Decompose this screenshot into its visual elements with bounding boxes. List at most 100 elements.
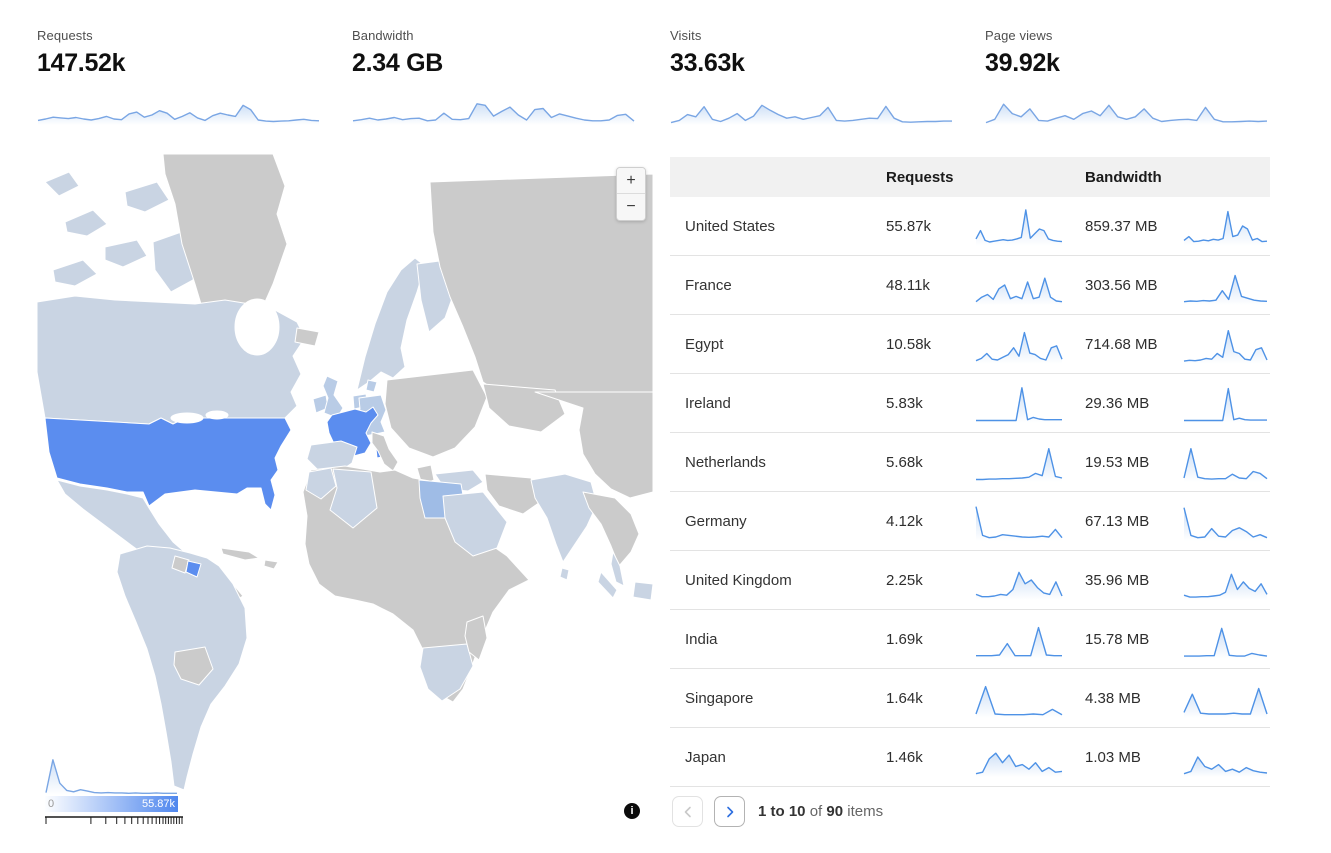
bandwidth-value-cell: 15.78 MB (1085, 630, 1150, 648)
country-cell: Japan (685, 748, 726, 766)
bandwidth-value-cell: 19.53 MB (1085, 453, 1150, 471)
country-cell: Egypt (685, 335, 724, 353)
table-row: India 1.69k 15.78 MB (670, 610, 1270, 669)
bandwidth-value-cell: 29.36 MB (1085, 394, 1150, 412)
choropleth-map[interactable] (35, 152, 655, 802)
map-region-sumatra[interactable] (597, 571, 618, 599)
map-region-hispaniola[interactable] (263, 559, 279, 570)
map-region-borneo[interactable] (632, 581, 654, 601)
legend-gradient-bar[interactable]: 0 55.87k (45, 796, 178, 812)
table-row: Netherlands 5.68k 19.53 MB (670, 433, 1270, 492)
metric-card-visits: Visits 33.63k (670, 28, 953, 126)
zoom-in-button[interactable]: + (617, 168, 645, 194)
table-row: Ireland 5.83k 29.36 MB (670, 374, 1270, 433)
country-cell: United Kingdom (685, 571, 792, 589)
chevron-left-icon (682, 806, 694, 818)
bandwidth-sparkline (352, 86, 635, 126)
metric-card-pageviews: Page views 39.92k (985, 28, 1268, 126)
requests-value-cell: 10.58k (886, 335, 932, 353)
next-page-button[interactable] (714, 796, 745, 827)
country-cell: United States (685, 217, 776, 235)
map-region-madagascar[interactable] (464, 615, 488, 661)
bandwidth-value-cell: 67.13 MB (1085, 512, 1150, 530)
map-legend: 0 55.87k (45, 756, 185, 824)
bandwidth-value-cell: 859.37 MB (1085, 217, 1158, 235)
bandwidth-row-sparkline (1183, 263, 1270, 307)
map-region-southern-africa[interactable] (419, 643, 474, 702)
map-region-kazakhstan[interactable] (482, 383, 566, 433)
great-lakes (170, 412, 204, 424)
bandwidth-row-sparkline (1183, 558, 1270, 602)
legend-tick-axis (45, 812, 185, 824)
table-row: United Kingdom 2.25k 35.96 MB (670, 551, 1270, 610)
map-region-southeast-asia[interactable] (582, 491, 640, 567)
map-region-iran[interactable] (484, 473, 544, 515)
requests-value-cell: 4.12k (886, 512, 923, 530)
zoom-out-button[interactable]: − (617, 194, 645, 220)
header-requests: Requests (886, 168, 954, 186)
legend-histogram (45, 756, 185, 796)
metric-card-bandwidth: Bandwidth 2.34 GB (352, 28, 635, 126)
header-bandwidth: Bandwidth (1085, 168, 1162, 186)
table-row: United States 55.87k 859.37 MB (670, 197, 1270, 256)
map-region-china[interactable] (534, 391, 654, 499)
requests-value-cell: 48.11k (886, 276, 930, 294)
hudson-bay (234, 298, 280, 356)
country-cell: France (685, 276, 732, 294)
map-region-morocco[interactable] (305, 467, 337, 500)
table-row: Egypt 10.58k 714.68 MB (670, 315, 1270, 374)
metric-value: 2.34 GB (352, 49, 444, 77)
bandwidth-row-sparkline (1183, 381, 1270, 425)
black-sea (434, 453, 476, 471)
map-region-iceland[interactable] (294, 327, 320, 347)
map-region-french-guiana[interactable] (185, 560, 202, 578)
pageviews-sparkline (985, 86, 1268, 126)
pagination-total: 90 (826, 803, 844, 820)
table-body: United States 55.87k 859.37 MB France 48… (670, 197, 1270, 787)
map-region-sri-lanka[interactable] (559, 567, 570, 581)
bandwidth-value-cell: 4.38 MB (1085, 689, 1141, 707)
world-map[interactable]: + − 0 55.87k (35, 152, 655, 824)
metric-value: 39.92k (985, 49, 1060, 77)
pagination-items: items (847, 803, 884, 820)
requests-value-cell: 55.87k (886, 217, 932, 235)
countries-table: Requests Bandwidth United States 55.87k … (670, 157, 1270, 787)
map-region-norway-sweden[interactable] (356, 257, 426, 391)
requests-value-cell: 5.68k (886, 453, 923, 471)
requests-row-sparkline (975, 440, 1085, 484)
map-region-algeria[interactable] (329, 468, 378, 529)
country-cell: Germany (685, 512, 747, 530)
requests-value-cell: 1.69k (886, 630, 923, 648)
bandwidth-row-sparkline (1183, 617, 1270, 661)
bandwidth-row-sparkline (1183, 735, 1270, 779)
requests-row-sparkline (975, 558, 1085, 602)
great-lakes (205, 410, 229, 420)
map-zoom-control: + − (616, 167, 646, 221)
map-region-malay-peninsula[interactable] (610, 551, 625, 587)
map-region-cuba[interactable] (220, 547, 260, 561)
map-region-india[interactable] (530, 473, 598, 563)
requests-row-sparkline (975, 322, 1085, 366)
requests-row-sparkline (975, 617, 1085, 661)
country-cell: Singapore (685, 689, 754, 707)
map-region-denmark[interactable] (365, 379, 378, 393)
metric-label: Page views (985, 28, 1053, 43)
bandwidth-row-sparkline (1183, 204, 1270, 248)
bandwidth-row-sparkline (1183, 440, 1270, 484)
pagination-of: of (809, 803, 823, 820)
chevron-right-icon (724, 806, 736, 818)
map-region-eastern-europe[interactable] (384, 369, 488, 458)
info-icon[interactable]: i (624, 803, 640, 819)
bandwidth-value-cell: 35.96 MB (1085, 571, 1150, 589)
metric-value: 33.63k (670, 49, 745, 77)
map-region-saudi-arabia[interactable] (442, 491, 508, 557)
requests-value-cell: 1.46k (886, 748, 923, 766)
map-region-bolivia[interactable] (173, 646, 214, 686)
requests-row-sparkline (975, 204, 1085, 248)
metric-label: Bandwidth (352, 28, 414, 43)
legend-max-label: 55.87k (141, 798, 175, 810)
pagination: 1 to 10 of 90 items (672, 796, 883, 827)
map-region-guyana-suriname[interactable] (171, 555, 190, 574)
requests-row-sparkline (975, 263, 1085, 307)
previous-page-button[interactable] (672, 796, 703, 827)
